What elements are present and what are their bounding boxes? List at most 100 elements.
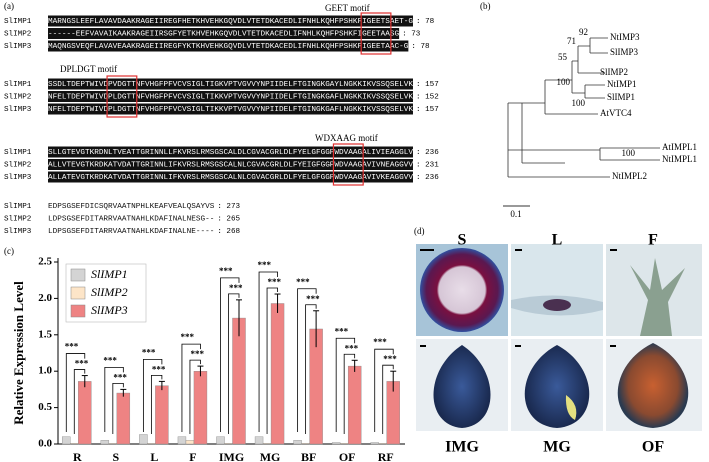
seq-name: SlIMP1 bbox=[4, 203, 32, 211]
significance-label: *** bbox=[190, 349, 204, 359]
seq-shade bbox=[48, 15, 413, 27]
sequence: ALLVTEVGTKRDKATVDATTGRINNLIFKVRSLRMSGSCA… bbox=[48, 162, 413, 170]
photo-detail bbox=[630, 258, 685, 336]
x-tick-label: L bbox=[150, 450, 158, 462]
seq-shade bbox=[48, 146, 413, 158]
alignment: SlIMP1 MARNGSLEEFLAVAVDAAKRAGEIIREGFHETKH… bbox=[4, 12, 439, 237]
bar bbox=[370, 442, 379, 445]
seq-end: : 236 bbox=[416, 174, 439, 182]
y-tick-label: 2.0 bbox=[38, 292, 52, 304]
legend-swatch bbox=[70, 304, 86, 318]
y-tick-label: 2.5 bbox=[38, 256, 52, 268]
seq-end: : 265 bbox=[217, 216, 240, 224]
significance-bracket bbox=[228, 293, 240, 434]
bar bbox=[139, 434, 148, 445]
sequence: LDPSGSEFDITARRVAATNAHLKDAFINALNESG-- bbox=[48, 216, 214, 224]
bar bbox=[216, 436, 225, 445]
leaf-label: SlIMP3 bbox=[610, 47, 639, 57]
seq-shade bbox=[48, 103, 413, 115]
seq-end: : 157 bbox=[416, 81, 439, 89]
bar bbox=[347, 365, 362, 445]
photo bbox=[511, 244, 603, 336]
sequence: MAQNGSVEQFLAVAVEAAKRAGEIIREGFYKTKHVEHKGQ… bbox=[48, 43, 409, 51]
bar bbox=[100, 440, 110, 445]
seq-shade bbox=[48, 171, 413, 183]
leaf-label: SlIMP2 bbox=[600, 67, 628, 77]
significance-bracket bbox=[181, 343, 201, 432]
panel-label: (c) bbox=[4, 246, 14, 256]
significance-label: *** bbox=[306, 294, 320, 304]
seq-shade bbox=[48, 28, 400, 39]
bar bbox=[147, 443, 156, 445]
photo-detail bbox=[565, 395, 577, 420]
photo-detail bbox=[617, 343, 689, 428]
seq-end: : 73 bbox=[402, 31, 421, 39]
seq-name: SlIMP2 bbox=[4, 162, 32, 170]
x-tick-label: R bbox=[73, 450, 82, 462]
sequence: MARNGSLEEFLAVAVDAAKRAGEIIREGFHETKHVEHKGQ… bbox=[48, 18, 413, 26]
bootstrap: 100 bbox=[622, 148, 636, 158]
seq-name: SlIMP2 bbox=[4, 94, 32, 102]
motif-label: DPLDGT motif bbox=[60, 64, 117, 74]
seq-end: : 268 bbox=[217, 228, 240, 236]
motif-box bbox=[332, 143, 364, 186]
bar bbox=[331, 442, 341, 445]
sequence: SLLGTEVGTKRDNLTVEATTGRINNLLFKVRSLRMSGSCA… bbox=[48, 149, 413, 157]
legend-label: SlIMP2 bbox=[91, 285, 128, 299]
significance-label: *** bbox=[296, 277, 310, 287]
sequence: LDPSGSEFDITARRVAATNAHLKDAFINALNE---- bbox=[48, 228, 214, 236]
photo-panel bbox=[416, 244, 702, 431]
leaf-label: AtIMPL1 bbox=[662, 142, 697, 152]
significance-label: *** bbox=[180, 332, 194, 342]
significance-bracket bbox=[73, 369, 86, 434]
photo-label: OF bbox=[642, 439, 664, 456]
significance-label: *** bbox=[65, 342, 79, 352]
seq-shade bbox=[48, 200, 215, 212]
x-tick-label: RF bbox=[378, 450, 394, 462]
bar bbox=[177, 436, 187, 445]
seq-name: SlIMP1 bbox=[4, 149, 32, 157]
seq-end: : 157 bbox=[416, 106, 439, 114]
significance-label: *** bbox=[219, 266, 233, 276]
leaf-label: NtIMP1 bbox=[607, 79, 637, 89]
sequence: ------EEFVAVAIKAAKRAGEIIRSGFYETKHVEHKGQV… bbox=[48, 31, 400, 39]
bar bbox=[155, 385, 169, 445]
seq-end: : 231 bbox=[416, 162, 439, 170]
x-tick-label: BF bbox=[301, 450, 316, 462]
legend-swatch bbox=[70, 286, 86, 300]
significance-bracket bbox=[65, 353, 86, 432]
branch bbox=[507, 37, 660, 178]
significance-bracket bbox=[189, 359, 201, 434]
phylogenetic-tree bbox=[503, 37, 660, 207]
x-tick-label: S bbox=[112, 450, 119, 462]
sequence: SSDLTDEPTWIVDPVDGTTNFVHGFPFVCVSIGLTIGKVP… bbox=[48, 81, 413, 89]
y-tick-label: 1.0 bbox=[38, 365, 52, 377]
significance-bracket bbox=[142, 358, 163, 432]
seq-name: SlIMP3 bbox=[4, 174, 32, 182]
significance-bracket bbox=[382, 364, 394, 434]
bootstrap: 71 bbox=[567, 36, 576, 46]
legend-swatch bbox=[70, 268, 86, 282]
bar bbox=[70, 443, 79, 445]
bar bbox=[224, 443, 233, 445]
photo-label: S bbox=[458, 232, 467, 249]
seq-name: SlIMP1 bbox=[4, 18, 32, 26]
photo-detail bbox=[420, 248, 504, 332]
motif-box bbox=[360, 12, 392, 55]
seq-end: : 273 bbox=[217, 203, 240, 211]
significance-bracket bbox=[305, 304, 317, 434]
significance-label: *** bbox=[152, 364, 166, 374]
significance-bracket bbox=[335, 337, 356, 432]
seq-shade bbox=[48, 91, 413, 102]
seq-name: SlIMP2 bbox=[4, 216, 32, 224]
seq-name: SlIMP3 bbox=[4, 228, 32, 236]
y-tick-label: 0.0 bbox=[38, 438, 52, 450]
significance-label: *** bbox=[335, 326, 349, 336]
bar bbox=[108, 443, 118, 445]
bar bbox=[116, 392, 131, 445]
motif-label: GEET motif bbox=[325, 3, 370, 13]
sequence: EDPSGSEFDICSQRVAATNPHLKEAFVEALQSAYVS bbox=[48, 203, 215, 211]
photo-detail bbox=[543, 299, 571, 311]
y-tick-label: 0.5 bbox=[38, 401, 52, 413]
